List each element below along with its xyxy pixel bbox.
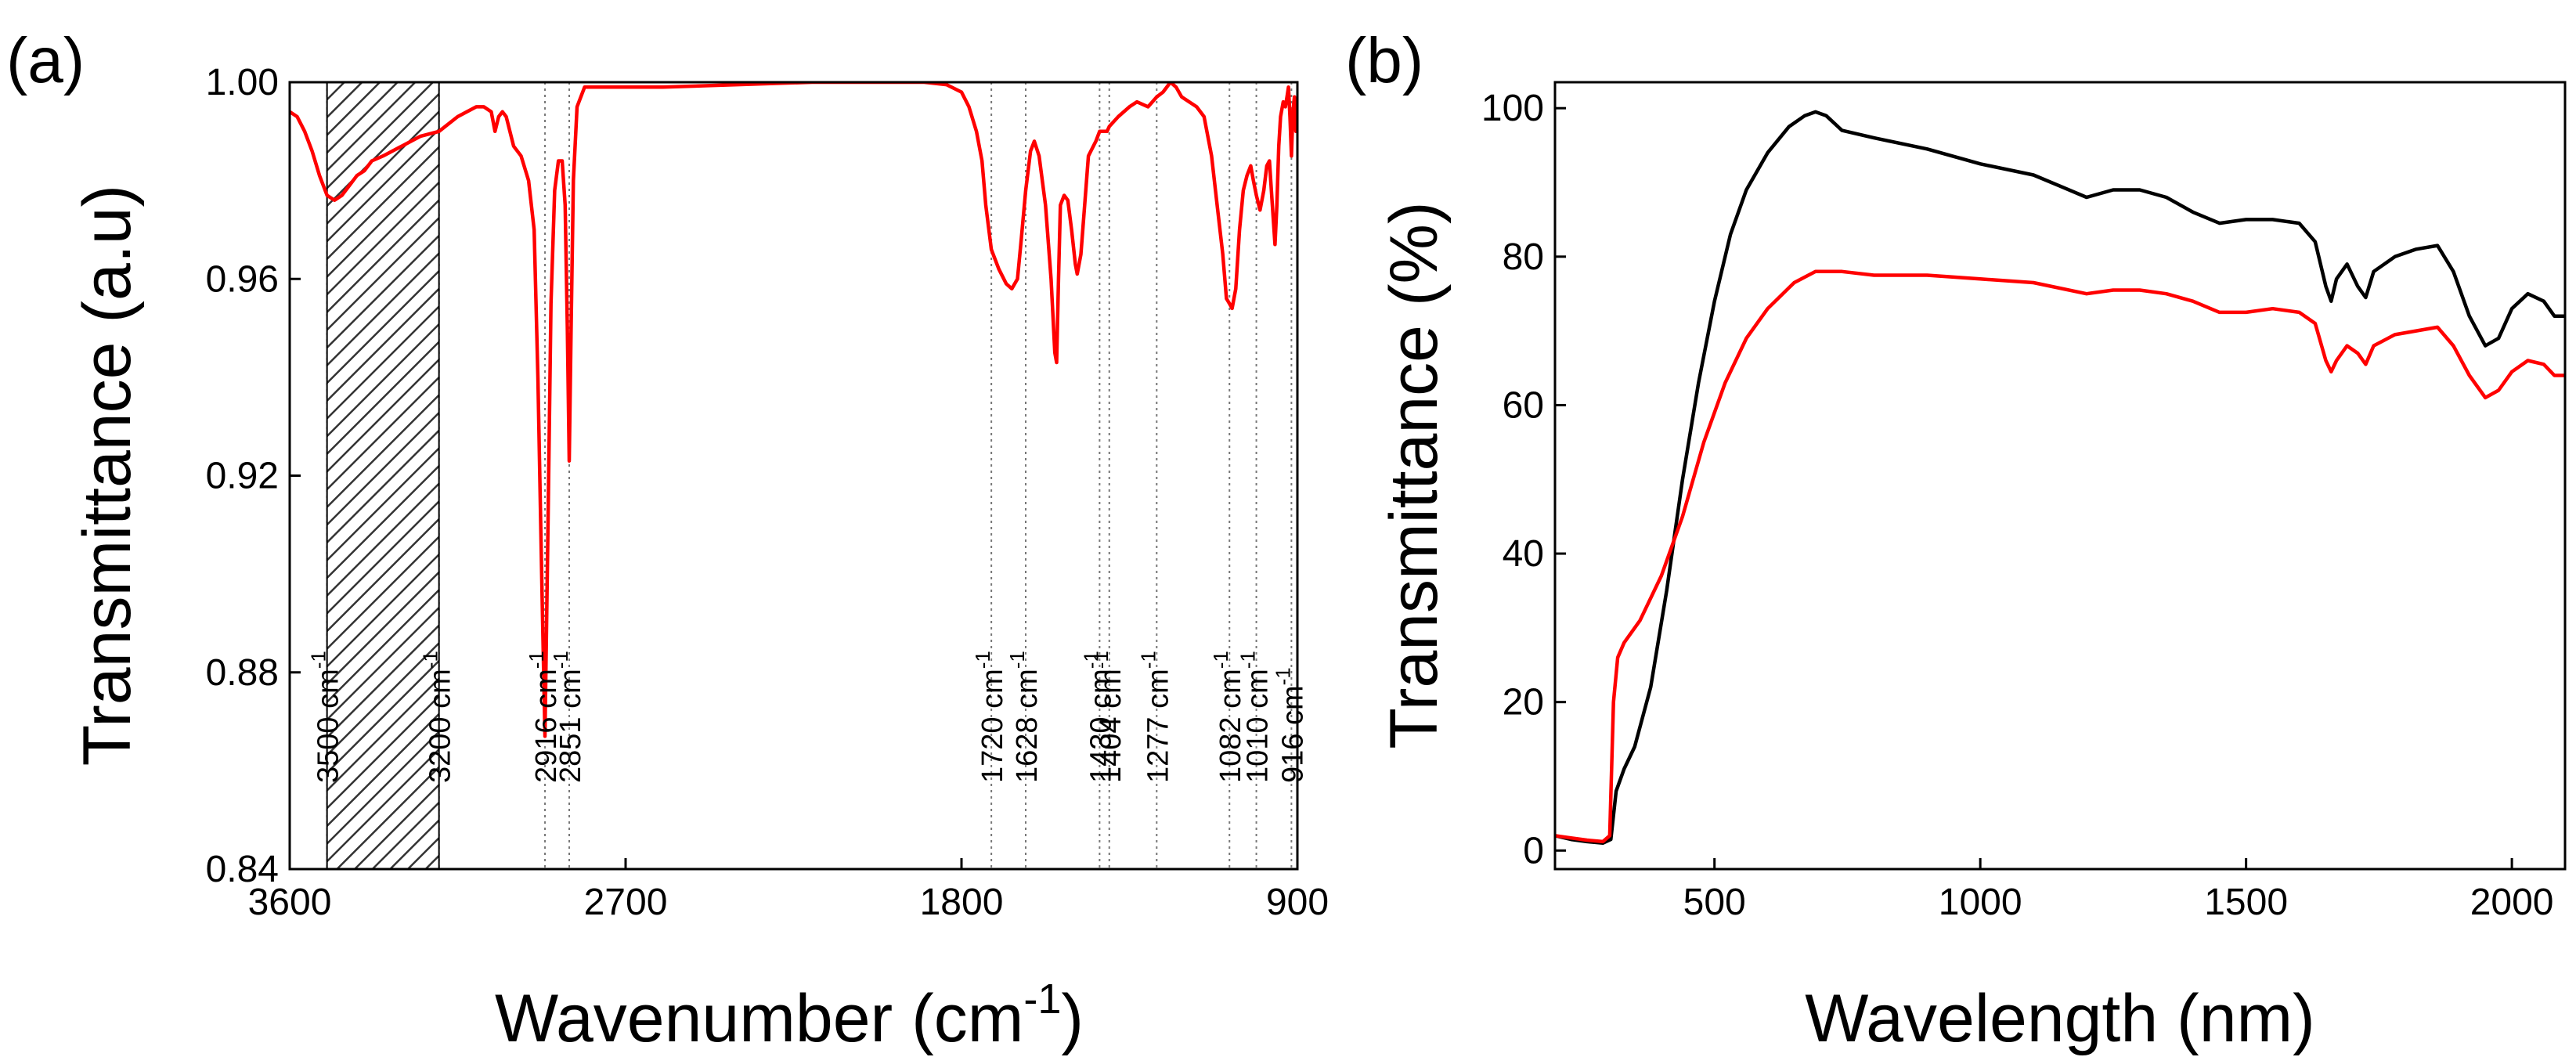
y-tick-label: 60 bbox=[1503, 384, 1544, 426]
y-tick-label: 80 bbox=[1503, 236, 1544, 278]
y-tick-label: 0.96 bbox=[206, 258, 279, 300]
panel-a-x-axis-title: Wavenumber (cm-1) bbox=[495, 976, 1084, 1056]
peak-label-sup: -1 bbox=[1089, 651, 1113, 669]
peak-label-text: 2851 cm bbox=[554, 669, 587, 783]
y-tick-label: 0.88 bbox=[206, 652, 279, 694]
peak-label-sup: -1 bbox=[971, 651, 994, 669]
peak-label: 1082 cm-1 bbox=[1209, 651, 1247, 783]
peak-label-text: 3500 cm bbox=[312, 669, 345, 783]
y-tick-label: 100 bbox=[1481, 88, 1544, 129]
peak-label-sup: -1 bbox=[307, 651, 330, 669]
peak-label-text: 1430 cm bbox=[1084, 669, 1117, 783]
peak-label-text: 1404 cm bbox=[1095, 669, 1127, 783]
x-tick-label: 1800 bbox=[920, 882, 1004, 923]
red-transmittance-line bbox=[1555, 269, 2565, 844]
y-tick-label: 20 bbox=[1503, 682, 1544, 723]
panel-b-y-ticks: 0 20 40 60 80 100 bbox=[1481, 88, 1566, 871]
peak-label-text: 1277 cm bbox=[1142, 669, 1174, 783]
peak-label-sup: -1 bbox=[419, 651, 442, 669]
panel-b-transmittance-chart: (b) 500 1000 1500 2000 0 20 40 60 80 100 Wavelen… bbox=[1345, 25, 2567, 1056]
peak-label: 1277 cm-1 bbox=[1136, 651, 1174, 783]
peak-label: 916 cm-1 bbox=[1271, 667, 1309, 783]
peak-label-sup: -1 bbox=[1136, 651, 1160, 669]
peak-label-sup: -1 bbox=[1209, 651, 1232, 669]
panel-a-x-axis-title-close: ) bbox=[1061, 981, 1084, 1056]
peak-label: 1010 cm-1 bbox=[1236, 651, 1275, 783]
panel-a-y-ticks: 0.84 0.88 0.92 0.96 1.00 bbox=[206, 62, 301, 890]
x-tick-label: 1000 bbox=[1939, 882, 2022, 923]
peak-label-text: 2916 cm bbox=[530, 669, 563, 783]
panel-b-y-axis-title: Transmittance (%) bbox=[1376, 201, 1452, 749]
peak-label: 3500 cm-1 bbox=[307, 651, 345, 783]
peak-label-text: 1720 cm bbox=[976, 669, 1009, 783]
panel-b-label: (b) bbox=[1345, 25, 1423, 96]
peak-label: 3200 cm-1 bbox=[419, 651, 457, 783]
y-tick-label: 0.84 bbox=[206, 849, 279, 890]
peak-label-text: 1010 cm bbox=[1242, 669, 1275, 783]
ftir-spectrum-line bbox=[290, 82, 1297, 738]
panel-a-x-ticks: 3600 2700 1800 900 bbox=[248, 858, 1329, 923]
panel-a-y-axis-title: Transmittance (a.u) bbox=[70, 185, 145, 766]
peak-label-sup: -1 bbox=[525, 651, 548, 669]
peak-label-sup: -1 bbox=[1005, 651, 1029, 669]
peak-label-sup: -1 bbox=[1079, 651, 1102, 669]
peak-label-text: 1628 cm bbox=[1011, 669, 1044, 783]
x-tick-label: 500 bbox=[1683, 882, 1746, 923]
panel-a-label: (a) bbox=[6, 25, 85, 96]
x-tick-label: 2700 bbox=[584, 882, 668, 923]
panel-b-x-axis-title: Wavelength (nm) bbox=[1805, 981, 2315, 1056]
x-tick-label: 2000 bbox=[2470, 882, 2554, 923]
peak-label-text: 3200 cm bbox=[424, 669, 457, 783]
y-tick-label: 0.92 bbox=[206, 456, 279, 497]
peak-label: 1720 cm-1 bbox=[971, 651, 1009, 783]
peak-label-sup: -1 bbox=[549, 651, 572, 669]
y-tick-label: 0 bbox=[1523, 830, 1544, 871]
y-tick-label: 40 bbox=[1503, 533, 1544, 575]
peak-label: 1628 cm-1 bbox=[1005, 651, 1044, 783]
x-tick-label: 900 bbox=[1266, 882, 1329, 923]
panel-b-plot-frame bbox=[1553, 81, 2567, 871]
panel-b-x-ticks: 500 1000 1500 2000 bbox=[1683, 858, 2554, 923]
peak-label-text: 916 cm bbox=[1276, 685, 1309, 783]
peak-label-text: 1082 cm bbox=[1214, 669, 1247, 783]
peak-label: 2851 cm-1 bbox=[549, 651, 587, 783]
black-transmittance-line bbox=[1555, 110, 2565, 846]
peak-label-sup: -1 bbox=[1271, 667, 1294, 685]
x-tick-label: 3600 bbox=[248, 882, 332, 923]
shaded-region-oh-band bbox=[326, 81, 440, 870]
y-tick-label: 1.00 bbox=[206, 62, 279, 103]
peak-label-sup: -1 bbox=[1236, 651, 1260, 669]
peak-label: 2916 cm-1 bbox=[525, 651, 563, 783]
x-tick-label: 1500 bbox=[2204, 882, 2288, 923]
peak-label: 1430 cm-1 bbox=[1079, 651, 1117, 783]
peak-label: 1404 cm-1 bbox=[1089, 651, 1127, 783]
panel-a-x-axis-title-sup: -1 bbox=[1023, 976, 1061, 1023]
